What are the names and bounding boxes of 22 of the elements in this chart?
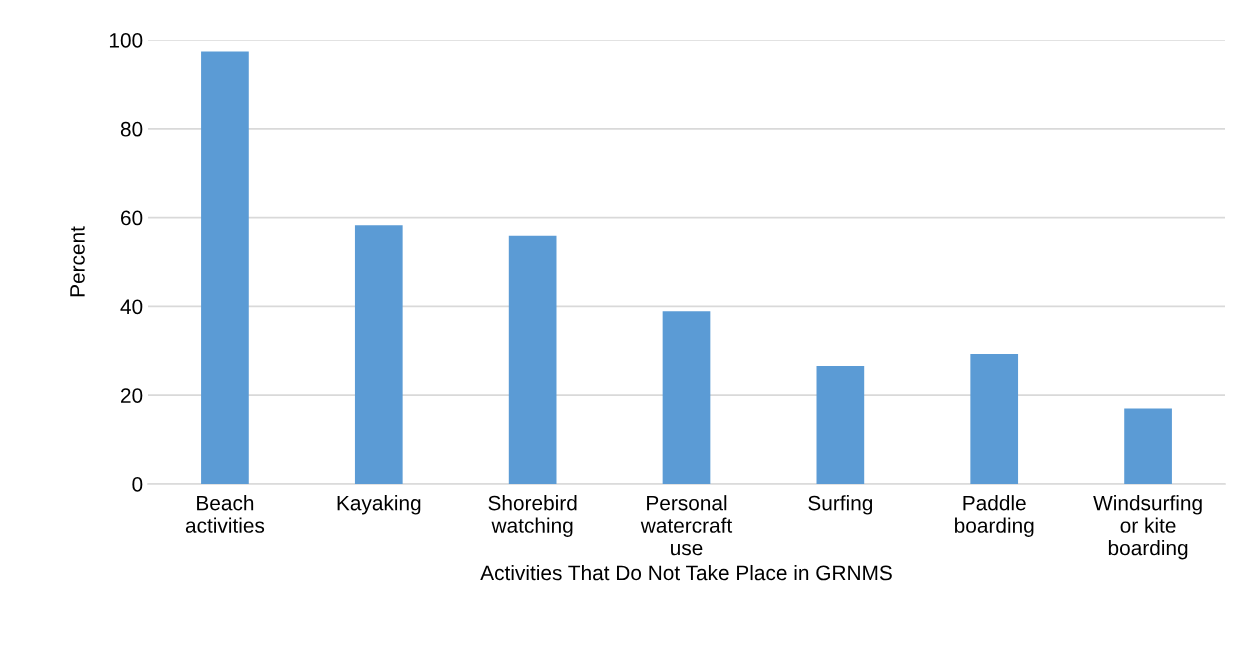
bar <box>662 311 711 484</box>
x-tick-label: Shorebird watching <box>488 495 577 537</box>
x-tick-label: Windsurfing or kite boarding <box>1093 495 1202 560</box>
bar <box>508 235 557 484</box>
y-axis-title: Percent <box>70 226 85 297</box>
y-tick-label: 60 <box>121 210 143 226</box>
x-tick-label: Beach activities <box>185 495 265 533</box>
bar <box>354 225 403 484</box>
x-tick-label: Paddle boarding <box>955 495 1034 537</box>
x-tick-label: Kayaking <box>337 495 421 515</box>
bar <box>816 365 865 484</box>
y-tick-label: 0 <box>132 477 143 492</box>
bar <box>1124 408 1172 484</box>
x-axis-title: Activities That Do Not Take Place in GRNMS <box>480 564 892 581</box>
y-tick-label: 20 <box>121 388 143 403</box>
x-tick-label: Surfing <box>808 495 873 515</box>
bar <box>201 51 249 484</box>
bar <box>970 353 1019 484</box>
y-tick-label: 100 <box>109 33 143 48</box>
x-tick-label: Personal watercraft use <box>640 495 733 556</box>
y-tick-label: 80 <box>120 121 143 137</box>
y-tick-label: 40 <box>120 299 143 315</box>
